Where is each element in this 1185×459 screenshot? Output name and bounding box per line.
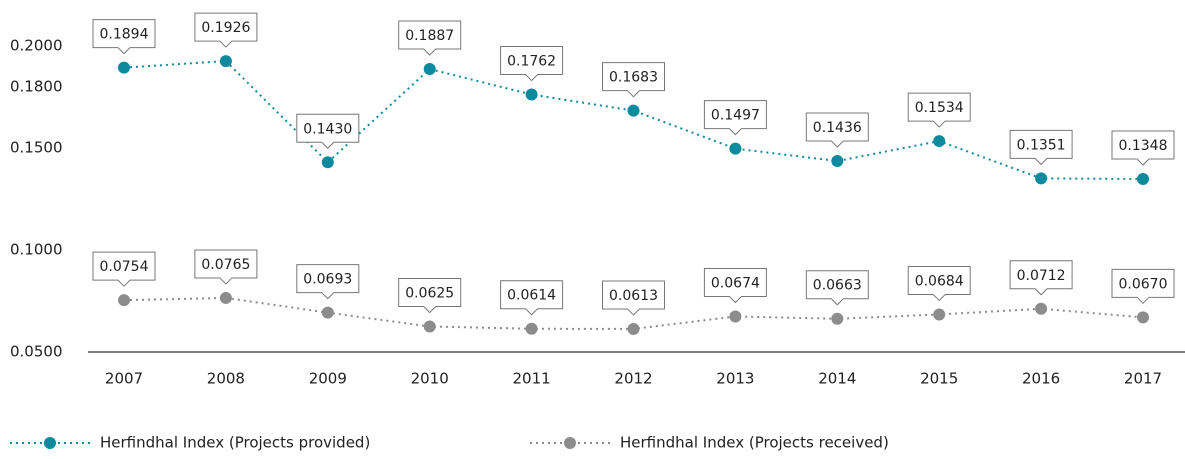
callout <box>500 46 564 82</box>
legend-label: Herfindhal Index (Projects provided) <box>100 434 370 452</box>
data-label: 0.0670 <box>1119 276 1168 292</box>
y-tick-label: 0.1500 <box>10 139 63 157</box>
x-tick-label: 2016 <box>1022 370 1060 388</box>
point <box>627 322 640 335</box>
x-tick-label: 2013 <box>716 370 754 388</box>
data-label: 0.0684 <box>915 273 964 289</box>
point <box>118 294 130 307</box>
callout <box>703 268 767 304</box>
callout <box>703 100 767 136</box>
point <box>219 55 232 68</box>
y-tick-label: 0.1800 <box>10 77 63 95</box>
data-label: 0.1887 <box>405 28 454 44</box>
y-tick-label: 0.1000 <box>10 241 63 259</box>
callout <box>500 280 564 316</box>
series-line <box>123 60 1144 181</box>
data-label: 0.1926 <box>201 20 250 36</box>
x-tick-label: 2009 <box>309 370 347 388</box>
point <box>219 291 232 304</box>
x-tick-label: 2008 <box>207 370 245 388</box>
point <box>1035 172 1048 185</box>
callout <box>296 264 360 300</box>
x-tick-label: 2014 <box>818 370 856 388</box>
point <box>321 306 334 319</box>
callout <box>1009 129 1073 166</box>
data-label: 0.1436 <box>813 120 862 136</box>
data-label: 0.1683 <box>609 70 658 86</box>
x-tick-label: 2015 <box>920 370 958 388</box>
callout <box>1009 260 1073 296</box>
point <box>423 63 436 76</box>
legend-label: Herfindhal Index (Projects received) <box>620 434 889 452</box>
x-tick-label: 2007 <box>105 370 143 388</box>
callout <box>805 270 869 306</box>
callout <box>1111 268 1175 305</box>
x-tick-label: 2011 <box>513 370 551 388</box>
point <box>627 104 640 117</box>
callout <box>602 280 665 316</box>
callout <box>92 251 156 287</box>
data-label: 0.0625 <box>405 286 454 302</box>
callout <box>194 12 258 48</box>
data-label: 0.0765 <box>201 257 250 273</box>
point <box>525 88 538 101</box>
y-tick-label: 0.2000 <box>10 37 63 55</box>
callout <box>398 278 462 314</box>
data-label: 0.0674 <box>711 276 760 292</box>
data-label: 0.0712 <box>1017 268 1066 284</box>
legend-marker <box>564 437 576 449</box>
point <box>729 142 742 155</box>
data-label: 0.1348 <box>1119 138 1168 154</box>
data-label: 0.0614 <box>507 288 556 304</box>
x-tick-label: 2017 <box>1124 370 1162 388</box>
callout <box>907 92 971 128</box>
point <box>933 135 946 148</box>
x-tick-label: 2010 <box>411 370 449 388</box>
y-tick-label: 0.0500 <box>10 343 63 361</box>
data-label: 0.1894 <box>100 27 149 43</box>
callout <box>92 19 156 55</box>
point <box>831 312 844 325</box>
point <box>831 155 844 168</box>
data-label: 0.1497 <box>711 108 760 124</box>
callout <box>1111 130 1175 166</box>
callout <box>194 249 258 285</box>
callout <box>398 20 462 56</box>
point <box>118 61 130 74</box>
data-label: 0.1351 <box>1017 137 1066 153</box>
x-tick-label: 2012 <box>614 370 652 388</box>
legend-marker <box>44 437 56 449</box>
data-label: 0.1534 <box>915 100 964 116</box>
point <box>1137 173 1149 186</box>
data-label: 0.0754 <box>100 259 149 275</box>
point <box>729 310 742 323</box>
point <box>1035 302 1048 315</box>
point <box>933 308 946 321</box>
data-label: 0.0613 <box>609 288 658 304</box>
point <box>525 322 538 335</box>
data-label: 0.1762 <box>507 54 556 70</box>
callout <box>602 62 665 98</box>
callout <box>805 112 869 148</box>
point <box>321 156 334 169</box>
callout <box>296 113 360 149</box>
data-label: 0.0693 <box>303 272 352 288</box>
data-label: 0.1430 <box>303 121 352 137</box>
callout <box>907 265 971 302</box>
point <box>423 320 436 333</box>
data-label: 0.0663 <box>813 278 862 294</box>
point <box>1137 311 1149 324</box>
